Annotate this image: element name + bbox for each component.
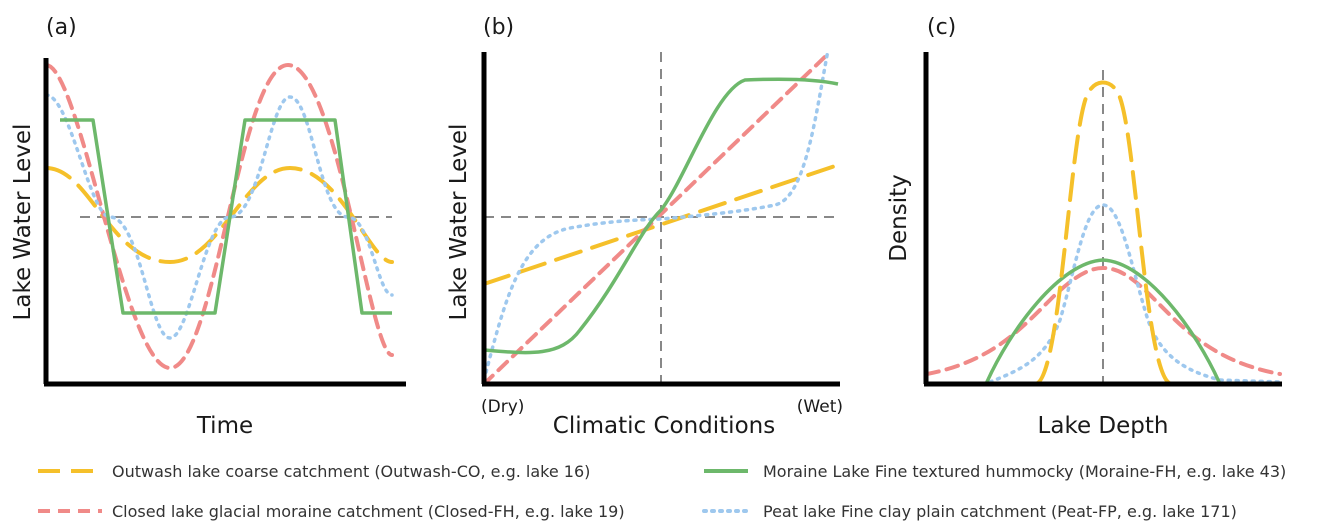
panel-b: (b) (Dry) (Wet) Climatic Conditions Lake…	[446, 15, 843, 439]
legend-item-peat: Peat lake Fine clay plain catchment (Pea…	[702, 502, 1237, 521]
panel-b-outwash-curve	[482, 163, 840, 286]
panel-b-peat-curve	[482, 48, 830, 382]
panel-a-label: (a)	[46, 15, 77, 40]
legend-item-outwash: Outwash lake coarse catchment (Outwash-C…	[38, 462, 590, 481]
panel-a-peat-curve	[44, 93, 394, 340]
panel-c-label: (c)	[927, 15, 956, 40]
panel-c-moraine-curve	[984, 258, 1222, 385]
legend-peat-label: Peat lake Fine clay plain catchment (Pea…	[763, 502, 1237, 521]
panel-c-x-title: Lake Depth	[1038, 413, 1169, 439]
legend-item-closed: Closed lake glacial moraine catchment (C…	[38, 502, 625, 521]
panel-c: (c) Lake Depth Density	[886, 15, 1282, 439]
panel-b-moraine-curve	[483, 77, 839, 355]
panel-a-moraine-curve	[60, 118, 392, 315]
panel-b-wet-tick: (Wet)	[797, 397, 843, 417]
legend-closed-label: Closed lake glacial moraine catchment (C…	[112, 502, 625, 521]
panel-c-y-title: Density	[886, 174, 912, 261]
panel-c-peat-curve	[988, 203, 1282, 384]
legend-outwash-label: Outwash lake coarse catchment (Outwash-C…	[112, 462, 590, 481]
legend-moraine-label: Moraine Lake Fine textured hummocky (Mor…	[763, 462, 1286, 481]
panel-b-y-title: Lake Water Level	[446, 124, 472, 321]
panel-b-label: (b)	[483, 15, 514, 40]
legend-item-moraine: Moraine Lake Fine textured hummocky (Mor…	[704, 462, 1286, 481]
panel-b-x-title: Climatic Conditions	[553, 413, 775, 439]
panel-c-outwash-curve	[1033, 80, 1174, 386]
panel-a: (a) Time Lake Water Level	[10, 15, 406, 439]
legend: Outwash lake coarse catchment (Outwash-C…	[38, 462, 1286, 521]
panel-a-y-title: Lake Water Level	[10, 124, 36, 321]
panel-b-dry-tick: (Dry)	[481, 397, 524, 417]
panel-a-x-title: Time	[196, 413, 253, 439]
